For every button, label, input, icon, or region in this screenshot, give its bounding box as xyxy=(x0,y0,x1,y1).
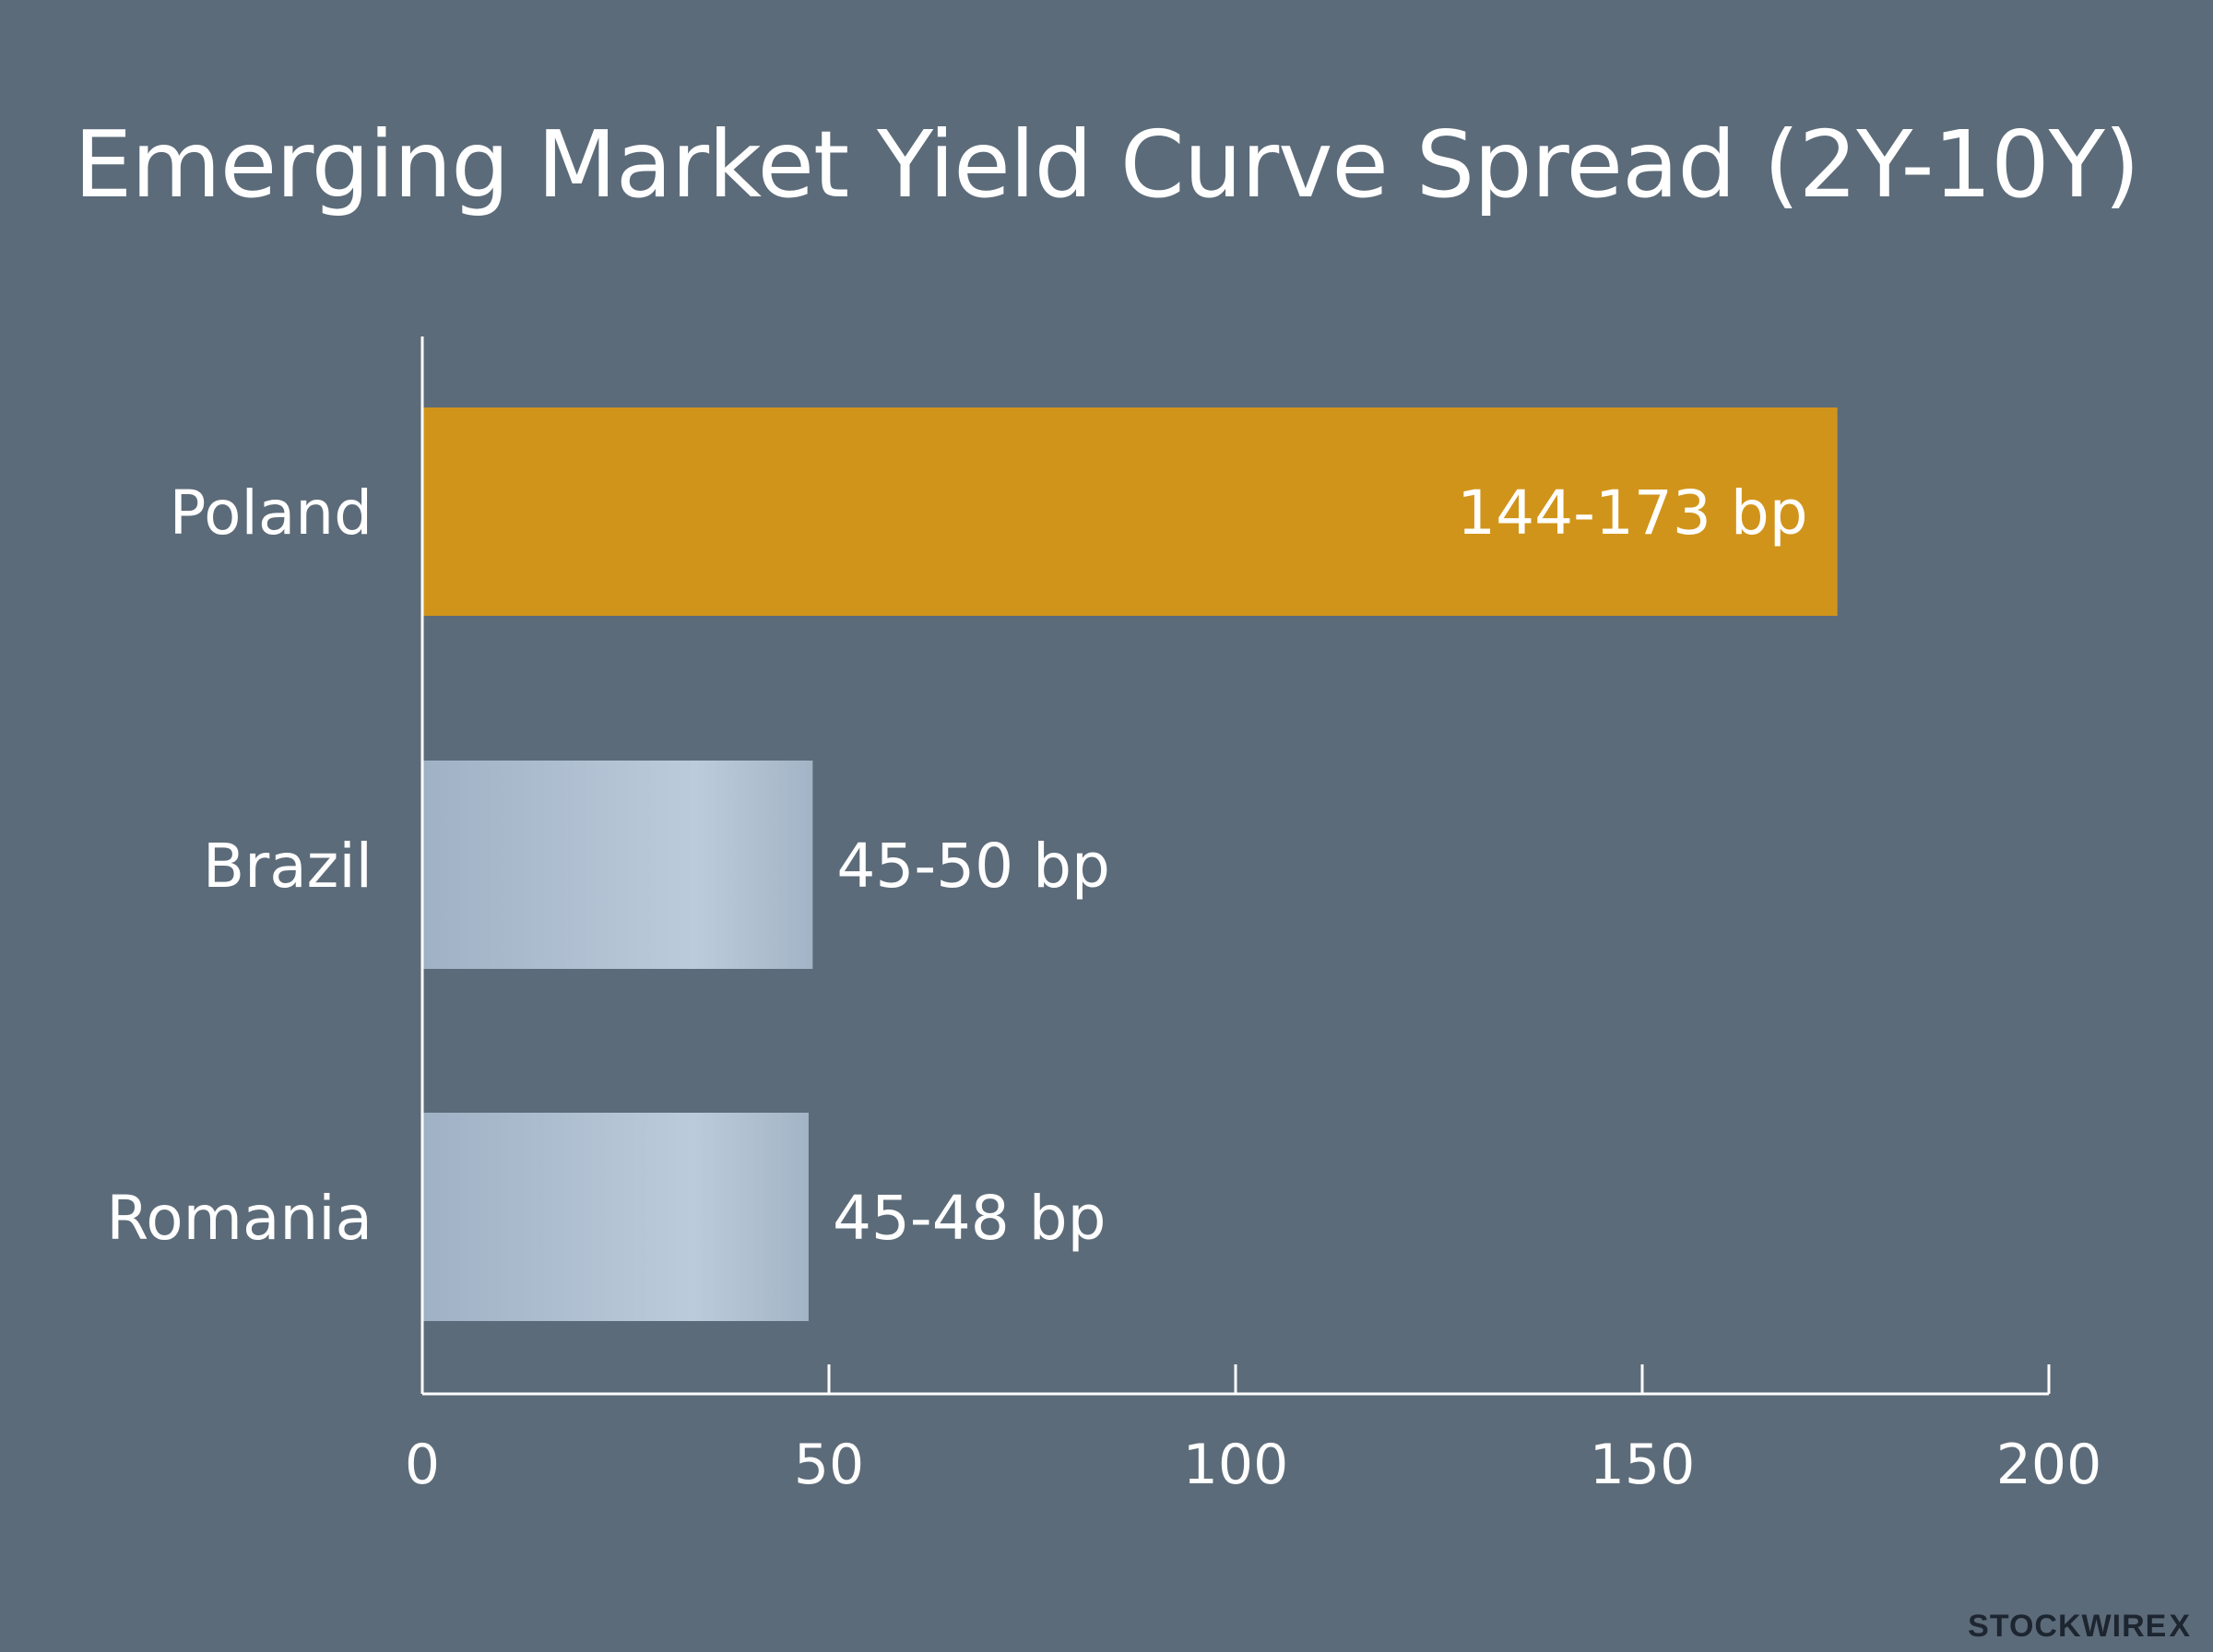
watermark-logo: STOCKWIREX xyxy=(1968,1609,2191,1645)
axis-layer: Poland 144-173 bp Brazil 45-50 bp Romania 45-… xyxy=(106,336,2101,1497)
x-tick-label: 50 xyxy=(794,1433,864,1497)
chart-title: Emerging Market Yield Curve Spread (2Y-1… xyxy=(74,111,2140,218)
x-tick-label: 150 xyxy=(1590,1433,1696,1497)
bars-layer xyxy=(422,407,1838,1321)
bar-brazil xyxy=(422,761,813,969)
category-label-romania: Romania xyxy=(106,1183,373,1254)
watermark-brand: STOCKWIRE xyxy=(1968,1609,2168,1644)
bar-romania xyxy=(422,1113,809,1321)
x-tick-label: 100 xyxy=(1183,1433,1289,1497)
x-tick-label: 200 xyxy=(1996,1433,2102,1497)
value-label-romania: 45-48 bp xyxy=(833,1183,1106,1254)
category-label-poland: Poland xyxy=(170,478,373,549)
bar-poland xyxy=(422,407,1838,616)
watermark-mark: X xyxy=(2169,1609,2191,1644)
value-label-poland: 144-173 bp xyxy=(1457,478,1808,549)
category-label-brazil: Brazil xyxy=(203,831,373,902)
value-label-brazil: 45-50 bp xyxy=(836,831,1110,902)
x-tick-label: 0 xyxy=(405,1433,440,1497)
